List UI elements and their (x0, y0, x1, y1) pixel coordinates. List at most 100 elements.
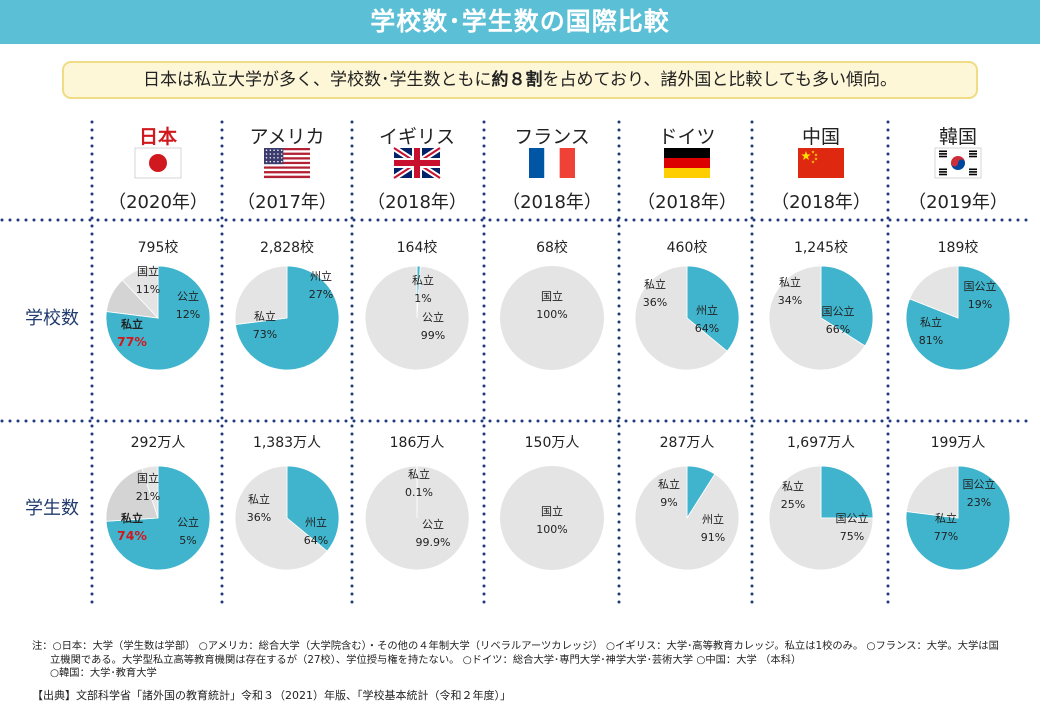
slice-percent: 99% (421, 329, 445, 342)
country-year: （2018年） (367, 192, 467, 213)
country-name: アメリカ (249, 126, 324, 148)
slice-percent: 99.9% (416, 536, 451, 549)
pie-slice (768, 265, 866, 371)
note-line-2: 立機関である。大学型私立高等教育機関は存在するが（27校）、学位授与権を持たない… (50, 653, 802, 666)
students-total: 199万人 (931, 435, 986, 451)
slice-label: 国立 (541, 504, 563, 518)
slice-label: 国立 (137, 471, 159, 485)
country-year: （2020年） (108, 192, 208, 213)
slice-percent: 36% (247, 511, 271, 524)
slice-label: 私立 (408, 467, 430, 481)
summary-text-bold: 約８割 (491, 70, 543, 90)
slice-label: 州立 (702, 512, 724, 526)
slice-percent: 73% (253, 328, 277, 341)
slice-label: 国公立 (963, 477, 996, 491)
notes: 注：○日本：大学（学生数は学部） ○アメリカ：総合大学（大学院含む）・その他の４… (32, 640, 1022, 681)
country-name: ドイツ (658, 126, 715, 148)
schools-pie: 私立 34% 国公立 66% (768, 265, 874, 371)
slice-label: 公立 (177, 289, 199, 303)
slice-label: 私立 (121, 317, 143, 331)
schools-total: 2,828校 (260, 239, 314, 256)
students-total: 292万人 (131, 435, 186, 451)
korea-flag (934, 147, 982, 179)
country-year: （2019年） (908, 192, 1008, 213)
slice-label: 国立 (137, 264, 159, 278)
pie-slice (909, 265, 959, 319)
country-year: （2018年） (502, 192, 602, 213)
uk-flag (392, 145, 442, 181)
students-total: 186万人 (390, 435, 445, 451)
slice-percent: 12% (176, 308, 200, 321)
slice-percent: 11% (136, 283, 160, 296)
slice-percent: 19% (968, 298, 992, 311)
slice-label: 国公立 (836, 511, 869, 525)
pie-slice (500, 466, 604, 570)
country-column: 中国（2018年）1,245校私立34%国公立66%1,697万人私立25%国公… (768, 126, 874, 571)
pie-slice (234, 465, 328, 571)
slice-percent: 1% (414, 292, 431, 305)
summary-text-after: を占めており、諸外国と比較しても多い傾向。 (542, 70, 897, 90)
schools-pie: 私立 73% 州立 27% (234, 265, 340, 371)
pie-slice (686, 265, 740, 352)
slice-label: 公立 (422, 517, 444, 531)
germany-flag (664, 148, 710, 178)
pie-slice (500, 266, 604, 370)
slice-label: 州立 (305, 515, 327, 529)
country-name: イギリス (379, 126, 455, 148)
slice-label: 国公立 (964, 279, 997, 293)
slice-percent: 25% (781, 498, 805, 511)
students-pie: 私立 77% 国公立 23% (905, 465, 1011, 571)
country-year: （2018年） (637, 192, 737, 213)
slice-label: 私立 (644, 277, 666, 291)
pie-slice (234, 265, 288, 325)
pie-slice (105, 468, 159, 522)
country-name: フランス (514, 126, 590, 148)
slice-percent: 0.1% (405, 486, 433, 499)
usa-flag (264, 148, 310, 179)
slice-percent: 9% (660, 496, 677, 509)
pie-slice (905, 465, 959, 519)
slice-percent: 74% (117, 528, 147, 543)
students-total: 150万人 (525, 435, 580, 451)
slice-percent: 21% (136, 490, 160, 503)
slice-percent: 75% (840, 530, 864, 543)
slice-percent: 27% (309, 288, 333, 301)
summary-box: 日本は私立大学が多く、学校数･学生数ともに約８割を占めており、諸外国と比較しても… (62, 61, 978, 99)
pie-slice (121, 265, 159, 320)
slice-percent: 81% (919, 334, 943, 347)
slice-label: 国公立 (822, 304, 855, 318)
slice-percent: 23% (967, 496, 991, 509)
slice-percent: 100% (536, 308, 567, 321)
schools-total: 68校 (536, 239, 568, 256)
slice-label: 私立 (658, 477, 680, 491)
students-pie: 私立 0.1% 公立 99.9% (364, 465, 470, 571)
schools-pie: 私立 1% 公立 99% (364, 265, 470, 371)
pie-slice (141, 465, 159, 519)
dotted-dividers (0, 120, 1032, 612)
slice-label: 私立 (254, 309, 276, 323)
slice-percent: 91% (701, 531, 725, 544)
note-line-1: 注：○日本：大学（学生数は学部） ○アメリカ：総合大学（大学院含む）・その他の４… (32, 640, 999, 652)
schools-total: 795校 (138, 239, 179, 256)
students-total: 1,697万人 (787, 435, 855, 451)
note-line-3: ○韓国：大学･教育大学 (50, 667, 157, 679)
country-year: （2018年） (771, 192, 871, 213)
slice-label: 州立 (310, 269, 332, 283)
japan-flag (134, 147, 182, 179)
slice-percent: 66% (826, 323, 850, 336)
page-title: 学校数･学生数の国際比較 (0, 0, 1040, 44)
schools-total: 189校 (938, 239, 979, 256)
country-name: 中国 (802, 126, 840, 148)
slice-label: 州立 (696, 303, 718, 317)
students-pie: 私立 9% 州立 91% (634, 465, 740, 571)
slice-label: 公立 (177, 515, 199, 529)
row-label-students: 学生数 (25, 498, 79, 519)
pie-slice (905, 465, 1011, 571)
france-flag (529, 148, 575, 178)
slice-percent: 64% (304, 534, 328, 547)
summary-text-before: 日本は私立大学が多く、学校数･学生数ともに (143, 70, 492, 90)
pie-slice (768, 465, 874, 571)
slice-label: 私立 (779, 275, 801, 289)
